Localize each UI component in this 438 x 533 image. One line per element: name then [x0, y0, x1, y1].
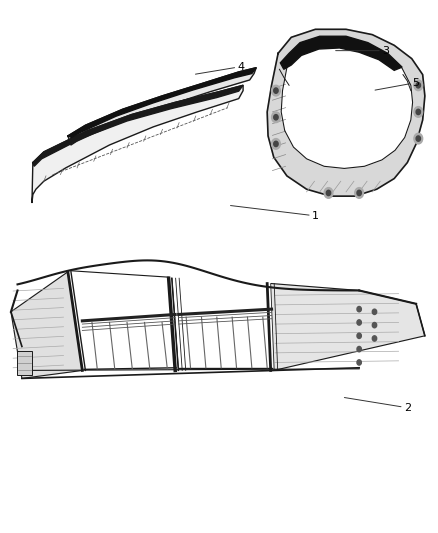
Circle shape	[326, 190, 331, 196]
Polygon shape	[272, 284, 425, 370]
Circle shape	[272, 139, 280, 149]
Polygon shape	[68, 68, 256, 138]
Circle shape	[272, 112, 280, 123]
Circle shape	[414, 107, 423, 117]
Circle shape	[357, 333, 361, 338]
Circle shape	[372, 309, 377, 314]
Circle shape	[357, 306, 361, 312]
Circle shape	[357, 320, 361, 325]
Polygon shape	[11, 272, 82, 378]
Polygon shape	[281, 37, 413, 168]
Circle shape	[416, 136, 420, 141]
Text: 4: 4	[195, 62, 244, 74]
Circle shape	[355, 188, 364, 198]
Circle shape	[357, 360, 361, 365]
Circle shape	[274, 115, 278, 120]
Circle shape	[324, 188, 333, 198]
Circle shape	[416, 109, 420, 115]
Circle shape	[414, 80, 423, 91]
Polygon shape	[68, 68, 256, 145]
Circle shape	[372, 336, 377, 341]
Circle shape	[372, 322, 377, 328]
Text: 1: 1	[230, 206, 319, 221]
Circle shape	[414, 133, 423, 144]
Text: 5: 5	[375, 78, 420, 90]
Polygon shape	[33, 85, 243, 166]
Circle shape	[274, 88, 278, 93]
Bar	[17, 351, 32, 375]
Circle shape	[272, 85, 280, 96]
Circle shape	[416, 83, 420, 88]
Circle shape	[274, 141, 278, 147]
Text: 2: 2	[344, 398, 411, 413]
Text: 3: 3	[336, 46, 389, 55]
Circle shape	[357, 346, 361, 352]
Polygon shape	[267, 29, 425, 196]
Polygon shape	[280, 36, 402, 70]
Circle shape	[357, 190, 361, 196]
Polygon shape	[32, 85, 243, 203]
